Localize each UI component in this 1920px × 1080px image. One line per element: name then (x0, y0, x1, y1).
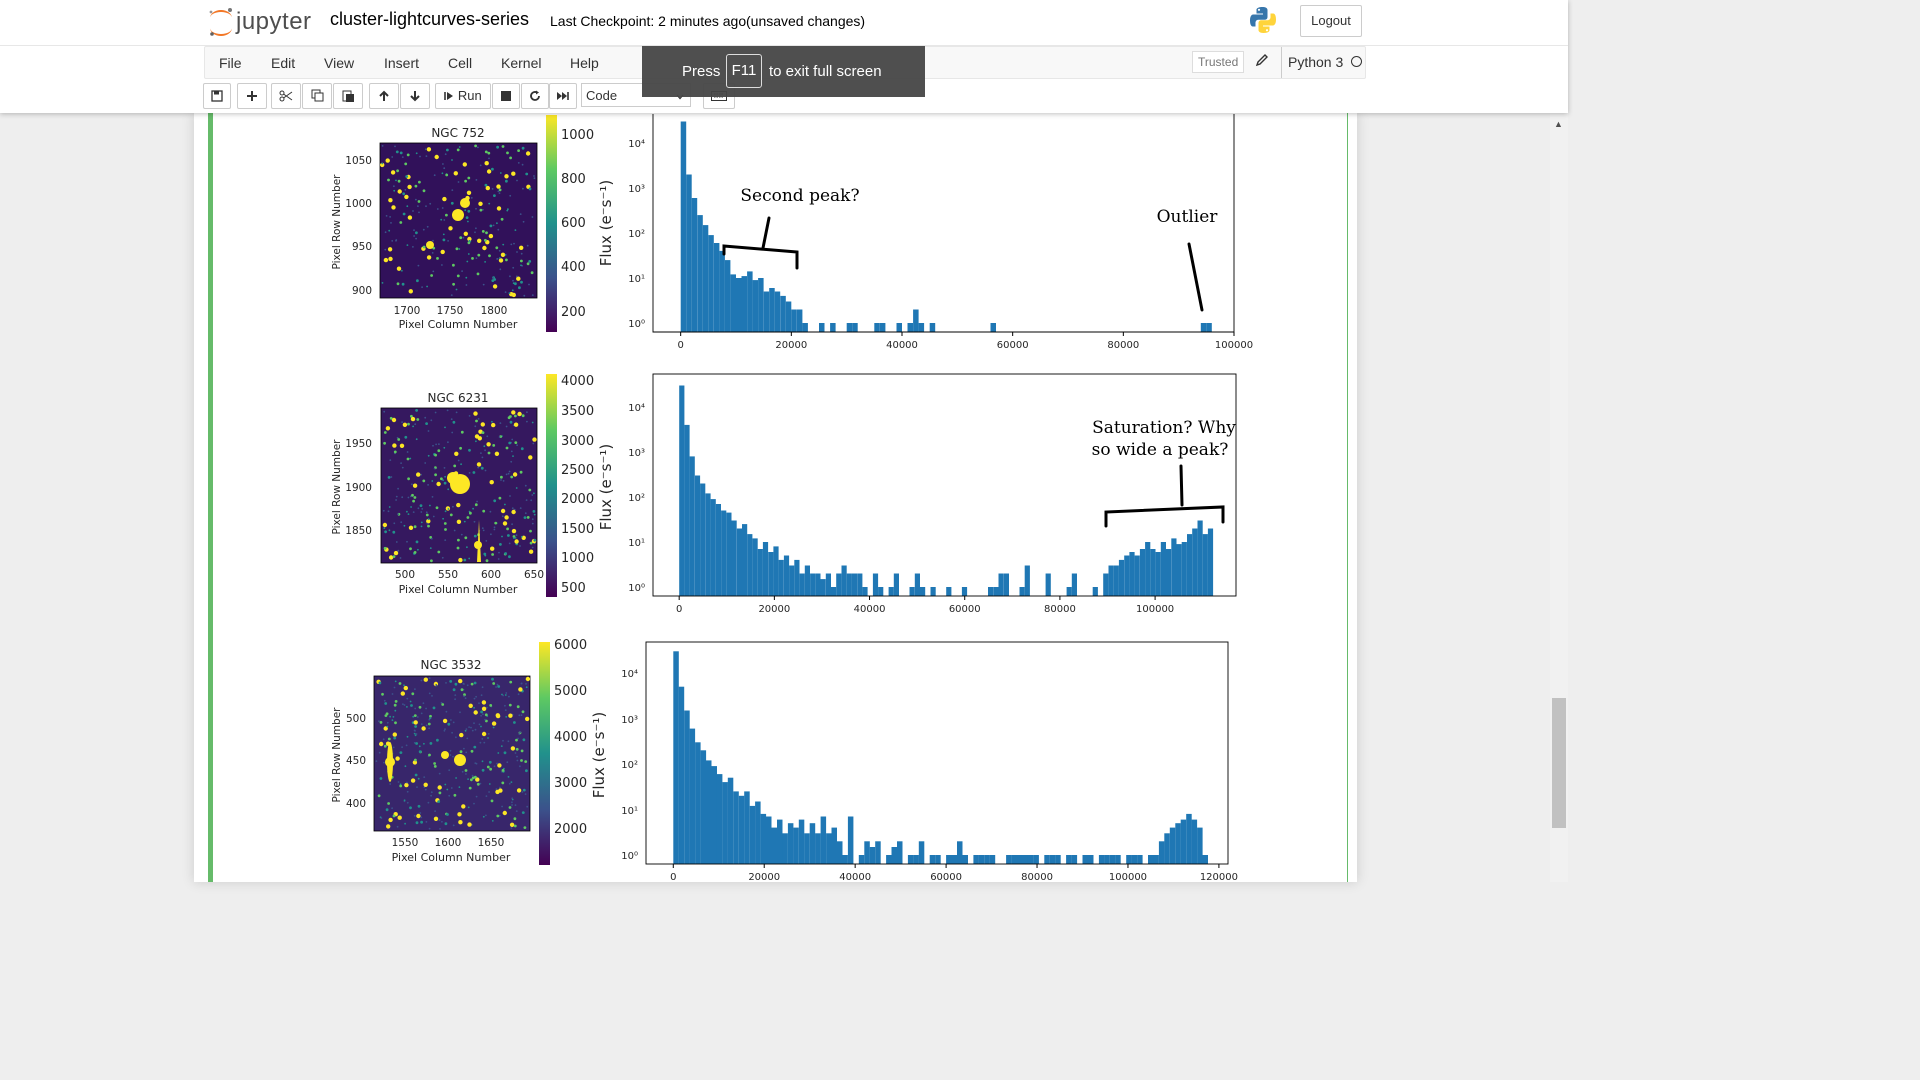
logout-button[interactable]: Logout (1300, 5, 1362, 37)
plus-icon (247, 91, 257, 101)
paste-button[interactable] (333, 83, 363, 109)
copy-button[interactable] (302, 83, 332, 109)
interrupt-button[interactable] (492, 83, 520, 109)
kernel-idle-icon (1351, 56, 1362, 67)
menu-kernel[interactable]: Kernel (501, 55, 542, 71)
menu-help[interactable]: Help (570, 55, 599, 71)
cell-type-value: Code (586, 88, 618, 103)
fullscreen-key: F11 (726, 54, 762, 88)
restart-run-all-button[interactable] (549, 83, 577, 109)
fullscreen-press-text: Press (682, 63, 721, 80)
cut-button[interactable] (271, 83, 301, 109)
scissors-icon (279, 90, 293, 102)
fast-forward-icon (557, 92, 569, 100)
pencil-icon[interactable] (1255, 53, 1269, 67)
step-forward-icon (444, 92, 454, 100)
move-up-button[interactable] (369, 83, 399, 109)
save-button[interactable] (203, 83, 231, 109)
menu-cell[interactable]: Cell (448, 55, 473, 71)
python-logo-icon (1250, 7, 1276, 33)
refresh-icon (530, 90, 540, 101)
arrow-down-icon (410, 91, 420, 102)
trusted-indicator[interactable]: Trusted (1192, 51, 1245, 73)
code-cell-output[interactable] (208, 113, 1348, 882)
fullscreen-notice: Press F11 to exit full screen (642, 46, 925, 97)
scroll-up-arrow-icon[interactable]: ▲ (1554, 119, 1563, 129)
page-scrollbar[interactable]: ▲ (1550, 113, 1568, 882)
run-button[interactable]: Run (435, 83, 491, 109)
fullscreen-message: to exit full screen (769, 63, 882, 80)
arrow-up-icon (379, 90, 389, 101)
menu-edit[interactable]: Edit (271, 55, 296, 71)
insert-cell-button[interactable] (237, 83, 267, 109)
paste-icon (342, 90, 354, 102)
logo-text: jupyter (236, 8, 312, 35)
menu-view[interactable]: View (324, 55, 355, 71)
jupyter-logo-icon (209, 8, 232, 36)
header-top-bar: jupyter cluster-lightcurves-series Last … (0, 0, 1568, 46)
restart-button[interactable] (521, 83, 549, 109)
autosave-status: (unsaved changes) (746, 13, 866, 29)
menu-file[interactable]: File (219, 55, 242, 71)
move-down-button[interactable] (400, 83, 430, 109)
stop-icon (501, 91, 511, 101)
run-label: Run (457, 88, 482, 103)
scrollbar-thumb[interactable] (1552, 698, 1566, 828)
notebook-name[interactable]: cluster-lightcurves-series (330, 9, 530, 29)
save-icon (211, 90, 223, 102)
checkpoint-status: Last Checkpoint: 2 minutes ago (550, 13, 747, 29)
copy-icon (311, 89, 323, 102)
kernel-name: Python 3 (1281, 47, 1343, 78)
menu-insert[interactable]: Insert (384, 55, 420, 71)
